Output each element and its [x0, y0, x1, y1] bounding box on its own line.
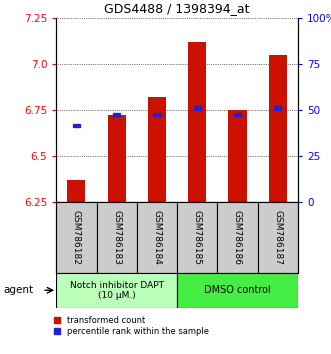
- Bar: [258, 202, 298, 273]
- Text: GSM786187: GSM786187: [273, 210, 282, 265]
- Text: GSM786183: GSM786183: [112, 210, 121, 265]
- Bar: [269, 55, 287, 202]
- Bar: [113, 113, 120, 116]
- Bar: [153, 113, 161, 116]
- Bar: [188, 42, 206, 202]
- Text: Notch inhibitor DAPT
(10 μM.): Notch inhibitor DAPT (10 μM.): [70, 281, 164, 300]
- Bar: [97, 202, 137, 273]
- Bar: [194, 107, 201, 110]
- Bar: [228, 110, 247, 202]
- Text: GSM786182: GSM786182: [72, 210, 81, 265]
- Bar: [177, 273, 298, 308]
- Text: GSM786185: GSM786185: [193, 210, 202, 265]
- Text: DMSO control: DMSO control: [204, 285, 271, 295]
- Bar: [137, 202, 177, 273]
- Bar: [217, 202, 258, 273]
- Bar: [148, 97, 166, 202]
- Bar: [274, 107, 281, 110]
- Text: GSM786184: GSM786184: [153, 210, 162, 265]
- Bar: [56, 273, 177, 308]
- Legend: transformed count, percentile rank within the sample: transformed count, percentile rank withi…: [54, 316, 209, 336]
- Text: agent: agent: [3, 285, 33, 295]
- Bar: [234, 113, 241, 116]
- Text: GSM786186: GSM786186: [233, 210, 242, 265]
- Bar: [108, 115, 126, 202]
- Bar: [67, 180, 85, 202]
- Title: GDS4488 / 1398394_at: GDS4488 / 1398394_at: [104, 2, 250, 15]
- Bar: [177, 202, 217, 273]
- Bar: [73, 124, 80, 127]
- Bar: [56, 202, 97, 273]
